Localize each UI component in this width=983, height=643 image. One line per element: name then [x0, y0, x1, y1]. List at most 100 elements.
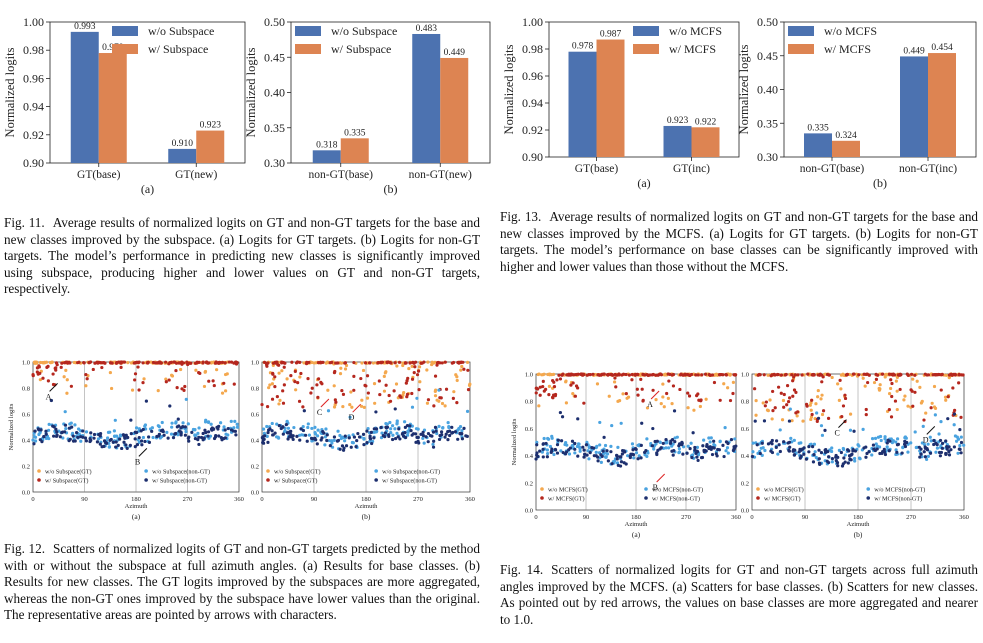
legend-label: w/ Subspace — [331, 42, 391, 56]
point-w-nongt — [393, 436, 398, 441]
point-wo-nongt — [323, 443, 327, 447]
legend-swatch — [788, 26, 814, 36]
legend-swatch — [295, 26, 321, 36]
point-wo-nongt — [878, 434, 883, 439]
point-w-gt — [630, 378, 634, 382]
point-wo-nongt — [435, 431, 439, 436]
point-wo-gt — [220, 391, 225, 395]
point-w-nongt — [408, 424, 412, 428]
point-wo-gt — [645, 406, 650, 410]
point-w-nongt — [541, 442, 546, 446]
point-wo-gt — [564, 379, 568, 383]
y-tick-label: 0.94 — [23, 100, 44, 114]
annotation-label: C — [317, 408, 322, 417]
point-w-nongt — [355, 438, 359, 443]
bar-value-label: 0.449 — [444, 48, 466, 58]
point-w-nongt — [691, 431, 695, 435]
y-axis-label: Normalized logits — [737, 44, 751, 134]
point-w-gt — [606, 372, 610, 377]
point-w-nongt — [176, 417, 180, 421]
point-w-nongt — [431, 445, 436, 449]
point-wo-gt — [434, 388, 438, 392]
point-w-gt — [404, 361, 408, 365]
point-w-nongt — [696, 458, 700, 463]
point-w-nongt — [114, 445, 118, 449]
point-wo-nongt — [609, 444, 613, 448]
point-w-gt — [555, 378, 559, 382]
point-w-nongt — [655, 439, 659, 443]
point-w-gt — [887, 372, 892, 376]
point-wo-gt — [402, 391, 406, 395]
point-wo-gt — [164, 377, 168, 381]
point-w-gt — [538, 393, 542, 397]
point-w-nongt — [126, 435, 130, 440]
point-wo-nongt — [61, 436, 65, 440]
point-w-nongt — [52, 425, 56, 429]
point-w-gt — [197, 371, 201, 375]
point-w-gt — [821, 375, 825, 379]
x-tick-label: 180 — [631, 514, 641, 521]
point-w-gt — [784, 372, 788, 377]
point-wo-nongt — [285, 419, 289, 423]
point-w-gt — [393, 361, 397, 365]
point-w-nongt — [847, 449, 851, 453]
point-w-gt — [363, 361, 368, 365]
point-wo-nongt — [338, 433, 342, 438]
point-w-nongt — [945, 447, 949, 451]
point-wo-nongt — [204, 418, 208, 422]
point-w-nongt — [186, 436, 190, 440]
point-w-gt — [265, 405, 270, 409]
point-w-gt — [177, 361, 181, 365]
point-wo-gt — [417, 365, 422, 369]
point-wo-gt — [814, 402, 818, 406]
point-wo-nongt — [959, 435, 963, 439]
point-wo-nongt — [751, 450, 755, 454]
point-wo-gt — [884, 372, 888, 376]
bar — [804, 133, 832, 157]
point-wo-nongt — [955, 435, 959, 439]
y-tick-label: 0.35 — [757, 116, 778, 130]
point-w-nongt — [393, 407, 397, 411]
point-w-gt — [95, 360, 99, 364]
point-w-gt — [223, 361, 227, 365]
point-w-nongt — [416, 435, 420, 439]
point-w-nongt — [120, 446, 124, 451]
point-w-gt — [378, 392, 382, 397]
point-w-nongt — [201, 431, 205, 436]
point-w-nongt — [49, 398, 53, 403]
point-wo-nongt — [63, 410, 67, 414]
point-w-gt — [613, 376, 617, 380]
point-wo-gt — [110, 386, 114, 391]
point-w-nongt — [291, 437, 295, 442]
point-w-gt — [569, 373, 573, 377]
point-wo-gt — [349, 390, 353, 394]
point-wo-nongt — [702, 438, 706, 442]
point-wo-gt — [435, 398, 439, 402]
point-w-gt — [827, 373, 832, 377]
point-w-nongt — [883, 452, 888, 457]
point-wo-gt — [382, 374, 386, 379]
point-w-gt — [710, 373, 715, 377]
point-w-gt — [794, 390, 798, 394]
point-w-gt — [624, 392, 628, 396]
point-w-gt — [880, 372, 885, 376]
point-wo-gt — [924, 411, 928, 415]
point-w-nongt — [573, 441, 577, 446]
point-w-gt — [293, 369, 297, 374]
point-w-nongt — [900, 451, 904, 455]
point-wo-nongt — [301, 425, 305, 429]
point-wo-nongt — [585, 440, 589, 444]
point-w-nongt — [959, 440, 964, 445]
point-w-nongt — [456, 437, 460, 441]
point-w-nongt — [143, 439, 147, 444]
point-w-nongt — [109, 437, 113, 442]
y-tick-label: 0.8 — [22, 386, 30, 393]
x-axis-label: Azimuth — [355, 503, 378, 510]
point-w-nongt — [777, 443, 781, 447]
y-tick-label: 0.98 — [23, 43, 44, 57]
point-wo-gt — [64, 368, 68, 372]
point-w-gt — [762, 373, 766, 377]
point-w-nongt — [875, 447, 879, 451]
point-w-nongt — [957, 447, 961, 451]
point-w-nongt — [357, 435, 362, 439]
